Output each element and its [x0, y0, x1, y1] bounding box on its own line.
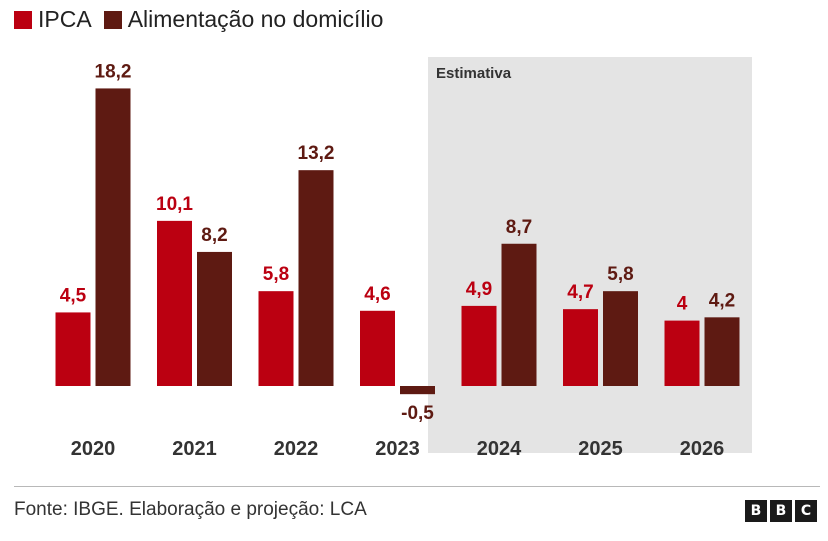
- x-tick-label-2020: 2020: [71, 438, 116, 460]
- legend-item-food: Alimentação no domicílio: [103, 6, 384, 33]
- bar-food-2026: [704, 317, 740, 386]
- bbc-logo-letter: B: [770, 500, 792, 522]
- x-tick-label-2022: 2022: [274, 438, 319, 460]
- data-label-food-2021: 8,2: [201, 225, 227, 246]
- bar-food-2022: [298, 170, 334, 386]
- source-note: Fonte: IBGE. Elaboração e projeção: LCA: [14, 499, 367, 520]
- bar-ipca-2020: [55, 312, 91, 386]
- footer-divider: [14, 486, 820, 487]
- bar-food-2024: [501, 243, 537, 386]
- bbc-logo: B B C: [745, 500, 817, 522]
- data-label-ipca-2022: 5,8: [263, 264, 289, 285]
- bar-ipca-2023: [360, 310, 395, 386]
- x-tick-label-2026: 2026: [680, 438, 725, 460]
- legend-label-ipca: IPCA: [38, 6, 92, 32]
- bar-ipca-2021: [157, 220, 192, 386]
- data-label-food-2026: 4,2: [709, 290, 735, 311]
- data-label-food-2025: 5,8: [607, 264, 633, 285]
- data-label-ipca-2026: 4: [677, 294, 688, 315]
- bbc-logo-letter: B: [745, 500, 767, 522]
- bar-chart: Estimativa 4,5 18,2 2020 10,1 8,2 2021 5,8 13,2 2…: [55, 57, 752, 460]
- bar-food-2025: [603, 291, 638, 386]
- x-tick-label-2024: 2024: [477, 438, 522, 460]
- legend-swatch-ipca: [14, 10, 32, 29]
- bar-food-2023: [400, 386, 435, 395]
- data-label-ipca-2020: 4,5: [60, 285, 87, 306]
- x-tick-label-2023: 2023: [375, 438, 420, 460]
- data-label-ipca-2025: 4,7: [567, 282, 593, 303]
- bar-food-2021: [197, 251, 232, 386]
- data-label-ipca-2024: 4,9: [466, 279, 492, 300]
- data-label-food-2022: 13,2: [298, 143, 335, 164]
- estimate-label: Estimativa: [436, 65, 512, 82]
- legend-label-food: Alimentação no domicílio: [127, 6, 384, 32]
- bar-food-2020: [95, 88, 131, 387]
- bar-ipca-2026: [664, 320, 700, 386]
- legend: IPCA Alimentação no domicílio: [14, 6, 395, 33]
- bar-ipca-2024: [461, 305, 497, 386]
- bar-ipca-2025: [563, 309, 598, 386]
- x-tick-label-2021: 2021: [172, 438, 217, 460]
- bbc-logo-letter: C: [795, 500, 817, 522]
- legend-item-ipca: IPCA: [14, 6, 92, 33]
- bar-ipca-2022: [258, 291, 294, 386]
- data-label-ipca-2023: 4,6: [364, 284, 390, 305]
- estimate-band: [428, 57, 752, 453]
- legend-swatch-food: [103, 10, 122, 29]
- data-label-food-2024: 8,7: [506, 217, 532, 238]
- x-tick-label-2025: 2025: [578, 438, 623, 460]
- data-label-ipca-2021: 10,1: [156, 194, 193, 215]
- data-label-food-2023: -0,5: [401, 403, 434, 424]
- data-label-food-2020: 18,2: [95, 61, 132, 82]
